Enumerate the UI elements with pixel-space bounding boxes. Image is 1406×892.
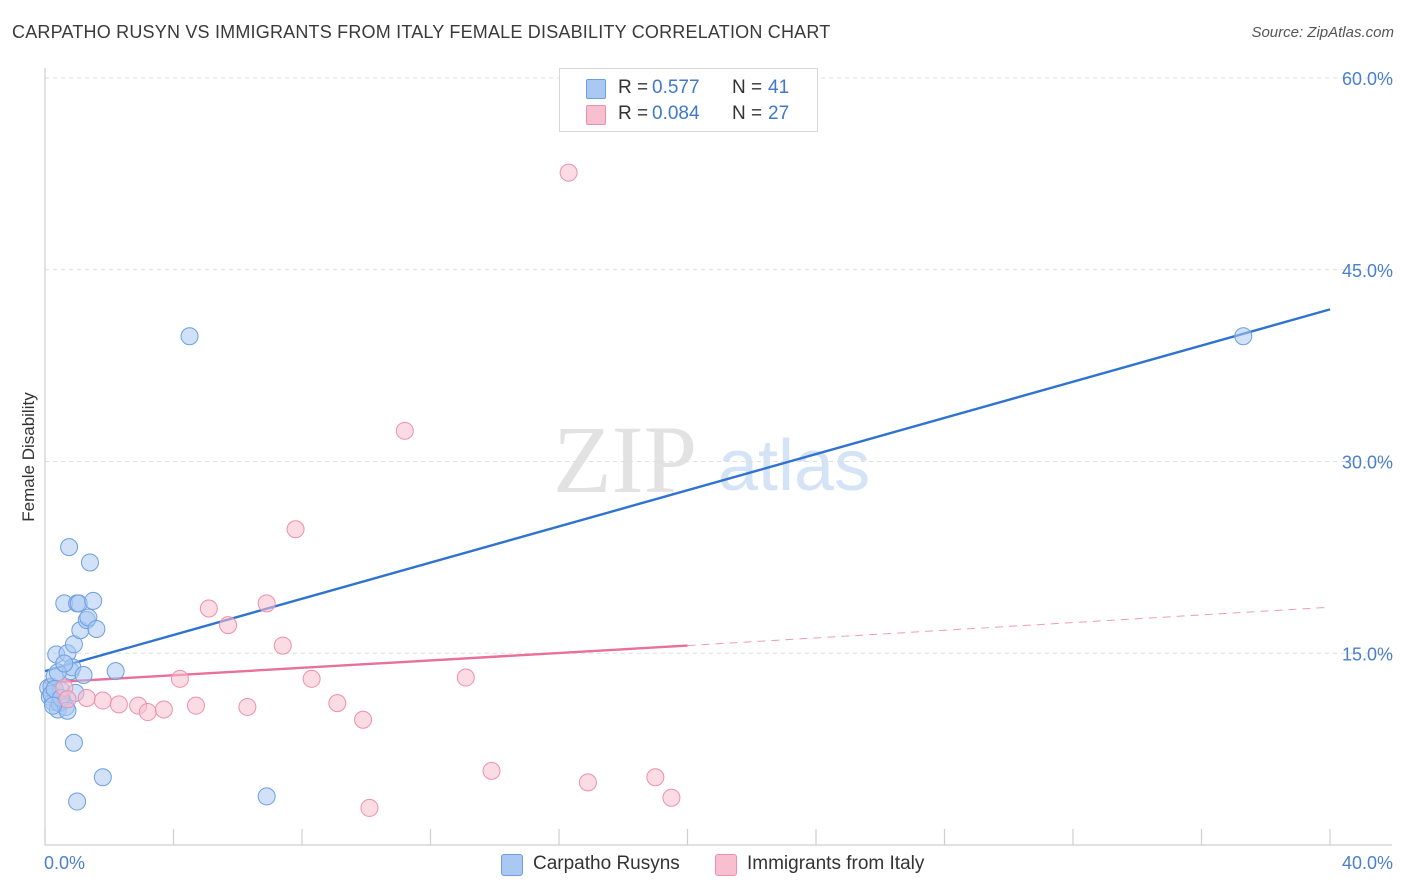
data-point-italy bbox=[238, 697, 257, 716]
data-points bbox=[39, 163, 1253, 817]
data-point-italy bbox=[354, 710, 373, 729]
data-point-italy bbox=[58, 690, 77, 709]
data-point-carpatho bbox=[64, 733, 83, 752]
legend: R = 0.577 N = 41 R = 0.084 N = 27 bbox=[559, 68, 818, 132]
data-point-italy bbox=[219, 616, 238, 635]
bottom-legend-swatch-blue bbox=[501, 854, 523, 876]
x-tick-labels: 0.0% 40.0% bbox=[44, 853, 1393, 873]
trendline bbox=[44, 308, 1331, 673]
y-tick-label: 30.0% bbox=[1342, 453, 1393, 473]
legend-swatch-pink bbox=[586, 105, 606, 125]
y-tick-label: 45.0% bbox=[1342, 261, 1393, 281]
y-tick-labels: 15.0% 30.0% 45.0% 60.0% bbox=[1342, 69, 1393, 664]
data-point-italy bbox=[199, 599, 218, 618]
grid bbox=[45, 77, 1392, 654]
data-point-carpatho bbox=[180, 327, 199, 346]
data-point-italy bbox=[559, 163, 578, 182]
x-tick-label: 0.0% bbox=[44, 853, 85, 873]
chart-title: CARPATHO RUSYN VS IMMIGRANTS FROM ITALY … bbox=[12, 22, 831, 42]
data-point-italy bbox=[302, 669, 321, 688]
data-point-carpatho bbox=[93, 768, 112, 787]
data-point-italy bbox=[93, 691, 112, 710]
data-point-carpatho bbox=[84, 591, 103, 610]
data-point-italy bbox=[456, 668, 475, 687]
data-point-italy bbox=[328, 694, 347, 713]
legend-swatch-blue bbox=[586, 79, 606, 99]
data-point-italy bbox=[646, 768, 665, 787]
data-point-italy bbox=[154, 700, 173, 719]
data-point-carpatho bbox=[87, 619, 106, 638]
data-point-italy bbox=[578, 773, 597, 792]
data-point-carpatho bbox=[257, 787, 276, 806]
data-point-carpatho bbox=[106, 662, 125, 681]
legend-n-label: N = bbox=[732, 103, 763, 124]
data-point-carpatho bbox=[68, 792, 87, 811]
watermark-zip: ZIP bbox=[553, 406, 697, 513]
trendline bbox=[44, 644, 688, 684]
watermark-atlas: atlas bbox=[718, 426, 870, 506]
data-point-italy bbox=[138, 703, 157, 722]
legend-r-value: 0.084 bbox=[652, 103, 700, 124]
legend-r-label: R = bbox=[618, 103, 649, 124]
data-point-italy bbox=[360, 798, 379, 817]
data-point-italy bbox=[662, 788, 681, 807]
data-point-carpatho bbox=[1234, 327, 1253, 346]
x-tick-label: 40.0% bbox=[1342, 853, 1393, 873]
watermark: ZIP atlas bbox=[553, 406, 870, 513]
data-point-italy bbox=[482, 761, 501, 780]
data-point-italy bbox=[77, 688, 96, 707]
y-tick-label: 60.0% bbox=[1342, 69, 1393, 89]
trendline bbox=[687, 606, 1331, 647]
data-point-carpatho bbox=[80, 553, 99, 572]
bottom-legend-label: Immigrants from Italy bbox=[747, 853, 925, 874]
y-tick-label: 15.0% bbox=[1342, 644, 1393, 664]
y-axis-label: Female Disability bbox=[19, 392, 38, 522]
data-point-carpatho bbox=[55, 654, 74, 673]
data-point-italy bbox=[395, 421, 414, 440]
data-point-carpatho bbox=[60, 538, 79, 557]
legend-n-label: N = bbox=[732, 77, 763, 98]
source-label: Source: ZipAtlas.com bbox=[1251, 24, 1394, 41]
data-point-italy bbox=[170, 669, 189, 688]
legend-r-label: R = bbox=[618, 77, 649, 98]
data-point-italy bbox=[257, 594, 276, 613]
data-point-carpatho bbox=[74, 665, 93, 684]
data-point-italy bbox=[109, 695, 128, 714]
data-point-italy bbox=[286, 520, 305, 539]
data-point-italy bbox=[273, 636, 292, 655]
legend-n-value: 27 bbox=[768, 103, 790, 124]
bottom-legend-label: Carpatho Rusyns bbox=[533, 853, 680, 874]
legend-n-value: 41 bbox=[768, 77, 790, 98]
trendlines bbox=[44, 308, 1331, 684]
bottom-legend-swatch-pink bbox=[715, 854, 737, 876]
data-point-italy bbox=[186, 696, 205, 715]
legend-r-value: 0.577 bbox=[652, 77, 700, 98]
axes bbox=[44, 68, 1392, 846]
